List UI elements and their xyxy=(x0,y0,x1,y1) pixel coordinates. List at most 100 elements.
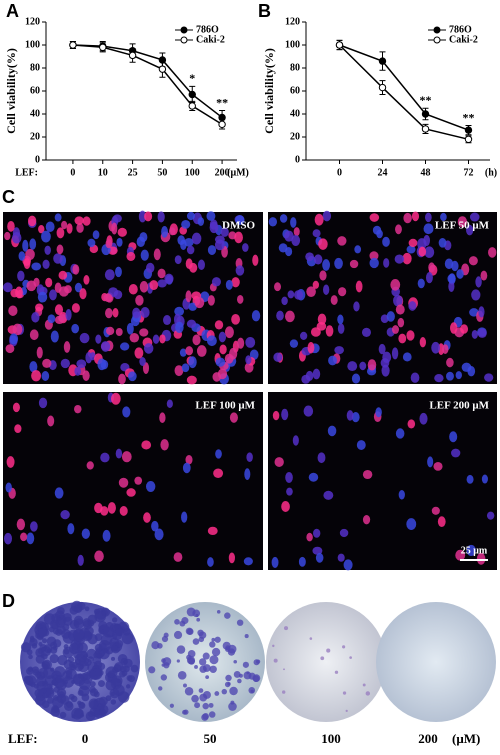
colony xyxy=(32,666,39,674)
nucleus xyxy=(285,471,293,484)
y-tick-label: 60 xyxy=(30,85,40,96)
colony xyxy=(211,637,216,642)
colony xyxy=(198,631,207,639)
nucleus xyxy=(391,347,399,360)
nucleus xyxy=(144,211,153,222)
nucleus xyxy=(207,557,214,567)
nucleus xyxy=(54,304,64,316)
marker xyxy=(188,102,196,110)
nucleus xyxy=(243,557,253,566)
nucleus xyxy=(56,244,64,255)
colony xyxy=(115,640,124,648)
x-tick-label: 24 xyxy=(378,167,388,178)
nucleus xyxy=(316,321,327,331)
nucleus xyxy=(128,283,138,295)
colony xyxy=(68,693,75,700)
colony xyxy=(110,656,116,661)
nucleus xyxy=(362,515,371,525)
nucleus xyxy=(83,275,90,285)
colony xyxy=(31,643,38,649)
nucleus xyxy=(174,365,184,377)
colony xyxy=(151,641,160,650)
micrograph-label: LEF 100 μM xyxy=(195,400,255,412)
nucleus xyxy=(206,335,217,347)
nucleus xyxy=(120,342,130,351)
nucleus xyxy=(424,212,432,223)
nucleus xyxy=(369,213,380,222)
colony xyxy=(192,638,200,645)
nucleus xyxy=(82,216,91,226)
nucleus xyxy=(5,344,15,354)
nucleus xyxy=(76,359,87,369)
x-label-unit: (μM) xyxy=(227,167,249,178)
nucleus xyxy=(431,506,440,515)
nucleus xyxy=(29,361,38,373)
x-tick-label: 100 xyxy=(185,167,200,178)
nucleus xyxy=(313,254,323,265)
nucleus xyxy=(213,468,224,478)
nucleus xyxy=(141,440,152,450)
nucleus xyxy=(36,346,43,359)
nucleus xyxy=(157,279,167,288)
nucleus xyxy=(14,424,22,434)
nucleus xyxy=(74,404,82,414)
colony xyxy=(49,619,60,630)
nucleus xyxy=(86,461,94,470)
nucleus xyxy=(92,230,100,240)
colony xyxy=(99,642,107,650)
marker xyxy=(378,57,387,65)
marker xyxy=(421,125,430,133)
nucleus xyxy=(122,406,131,418)
nucleus xyxy=(26,280,37,292)
y-tick-label: 120 xyxy=(25,16,40,27)
nucleus xyxy=(185,346,194,356)
nucleus xyxy=(398,489,405,500)
colony xyxy=(224,612,231,619)
colony xyxy=(242,661,249,668)
nucleus xyxy=(42,358,52,368)
colony xyxy=(362,683,366,687)
nucleus xyxy=(126,251,136,261)
marker xyxy=(69,41,77,49)
nucleus xyxy=(132,307,141,319)
nucleus xyxy=(110,392,121,405)
nucleus xyxy=(486,511,495,520)
nucleus xyxy=(355,280,363,293)
nucleus xyxy=(455,371,462,380)
colony xyxy=(224,681,231,688)
nucleus xyxy=(347,361,358,372)
nucleus xyxy=(76,223,84,233)
colony xyxy=(93,651,101,659)
marker xyxy=(128,51,137,60)
dose-prefix: LEF: xyxy=(8,731,38,746)
colony xyxy=(78,701,85,709)
colony xyxy=(282,690,286,694)
nucleus xyxy=(356,440,366,450)
series-line xyxy=(338,44,469,141)
colony xyxy=(38,641,43,646)
nucleus xyxy=(197,217,205,226)
x-tick-label: 50 xyxy=(157,167,167,178)
colony xyxy=(43,667,55,680)
nucleus xyxy=(431,341,441,354)
nucleus xyxy=(408,238,418,248)
colony xyxy=(320,656,325,661)
colony xyxy=(253,659,260,666)
colony xyxy=(87,614,98,625)
nucleus xyxy=(417,278,425,289)
nucleus xyxy=(184,237,194,247)
nucleus xyxy=(460,324,469,334)
y-tick-label: 100 xyxy=(285,39,300,50)
legend-marker xyxy=(433,26,441,34)
colony xyxy=(110,699,117,705)
colony xyxy=(57,606,65,615)
y-tick-label: 120 xyxy=(285,16,300,27)
colony xyxy=(194,702,201,709)
nucleus xyxy=(471,330,478,339)
colony xyxy=(41,700,50,709)
colony xyxy=(186,628,194,635)
nucleus xyxy=(105,307,113,319)
nucleus xyxy=(303,405,314,417)
nucleus xyxy=(212,372,222,382)
